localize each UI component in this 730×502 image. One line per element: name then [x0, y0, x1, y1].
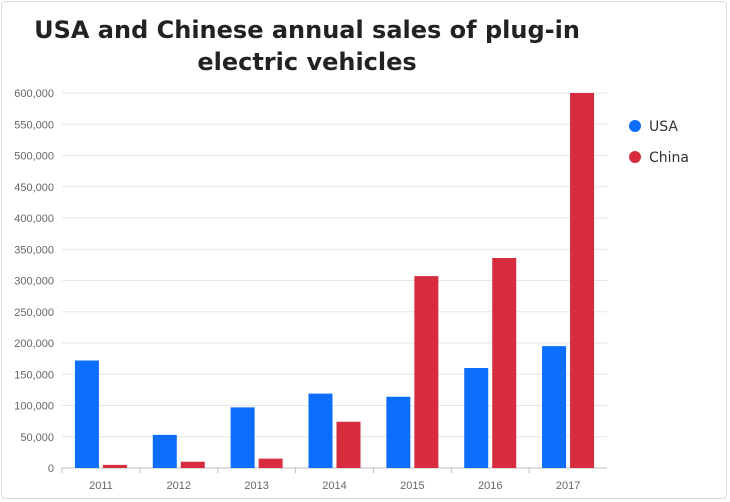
legend-label-usa: USA	[649, 119, 678, 135]
x-tick-label: 2017	[556, 480, 580, 492]
x-tick-label: 2011	[89, 480, 113, 492]
y-tick-label: 400,000	[14, 213, 54, 225]
x-tick-label: 2013	[244, 480, 268, 492]
y-tick-label: 250,000	[14, 307, 54, 319]
bar-china-2014	[336, 421, 361, 468]
bar-china-2011	[102, 464, 127, 468]
x-tick-label: 2014	[322, 480, 346, 492]
bar-usa-2015	[386, 396, 411, 468]
y-tick-label: 450,000	[14, 182, 54, 194]
bar-usa-2016	[464, 368, 489, 468]
y-tick-label: 300,000	[14, 276, 54, 288]
bar-usa-2017	[542, 346, 567, 468]
bar-china-2017	[570, 93, 595, 468]
bar-usa-2012	[152, 434, 177, 468]
legend-label-china: China	[649, 150, 689, 166]
y-tick-label: 350,000	[14, 244, 54, 256]
bar-usa-2011	[74, 360, 99, 468]
x-tick-label: 2015	[400, 480, 424, 492]
y-tick-label: 150,000	[14, 369, 54, 381]
y-tick-label: 50,000	[20, 432, 54, 444]
x-tick-label: 2016	[478, 480, 502, 492]
y-tick-label: 500,000	[14, 151, 54, 163]
y-tick-label: 0	[48, 463, 54, 475]
bar-china-2012	[180, 461, 205, 468]
chart-title: USA and Chinese annual sales of plug-in …	[34, 16, 580, 76]
x-tick-label: 2012	[167, 480, 191, 492]
bar-usa-2013	[230, 407, 255, 468]
y-tick-label: 550,000	[14, 119, 54, 131]
y-tick-label: 200,000	[14, 338, 54, 350]
legend-swatch-china	[629, 151, 641, 163]
bar-china-2013	[258, 458, 283, 468]
bar-china-2015	[414, 276, 439, 468]
legend-swatch-usa	[629, 120, 641, 132]
bar-china-2016	[492, 258, 517, 468]
y-tick-label: 600,000	[14, 88, 54, 100]
bar-usa-2014	[308, 393, 333, 468]
y-tick-label: 100,000	[14, 401, 54, 413]
